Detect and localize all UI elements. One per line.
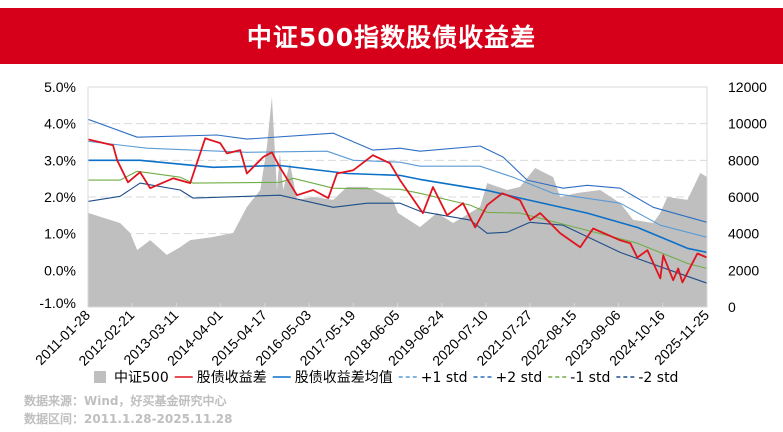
- legend: 中证500 股债收益差 股债收益差均值 +1 std +2 std -1 std -2 st…: [94, 370, 678, 386]
- legend-item-spread: 股债收益差: [174, 370, 267, 386]
- y-right-tick-label: 8000: [728, 152, 759, 168]
- y-right-tick-label: 10000: [728, 116, 767, 132]
- csi500-area-path: [88, 96, 707, 308]
- p1-line: [87, 140, 708, 238]
- p2-line: [87, 118, 708, 223]
- legend-item-p1: +1 std: [398, 370, 468, 386]
- legend-item-p2: +2 std: [473, 370, 543, 386]
- y-left-tick-label: 5.0%: [44, 79, 76, 95]
- legend-label: +1 std: [421, 370, 468, 386]
- y-left-tick-label: 2.0%: [44, 189, 76, 205]
- series-lines: [87, 118, 708, 284]
- y-right-tick-label: 6000: [728, 189, 759, 205]
- period-note: 数据区间：2011.1.28-2025.11.28: [24, 412, 233, 426]
- y-right-tick-label: 2000: [728, 262, 759, 278]
- title-bar: 中证500指数股债收益差: [0, 8, 783, 64]
- m1-line: [88, 170, 708, 270]
- m2-line: [87, 182, 708, 284]
- legend-item-m2: -2 std: [616, 370, 678, 386]
- legend-item-m1: -1 std: [548, 370, 610, 386]
- legend-label: -1 std: [570, 370, 610, 386]
- legend-item-csi500: 中证500: [94, 370, 169, 386]
- y-left-tick-label: 0.0%: [44, 262, 76, 278]
- legend-item-mean: 股债收益差均值: [272, 370, 393, 386]
- y-left-tick-label: -1.0%: [39, 295, 76, 311]
- y-right-tick-label: 0: [728, 299, 736, 315]
- legend-label: 股债收益差: [197, 370, 267, 386]
- legend-label: 中证500: [114, 370, 169, 386]
- y-right-tick-label: 4000: [728, 226, 759, 242]
- source-note: 数据来源：Wind，好买基金研究中心: [24, 394, 227, 408]
- legend-label: +2 std: [496, 370, 543, 386]
- y-left-tick-label: 1.0%: [44, 226, 76, 242]
- legend-label: 股债收益差均值: [295, 370, 393, 386]
- legend-label: -2 std: [638, 370, 678, 386]
- mean-line: [88, 159, 708, 254]
- csi500-area: [88, 96, 707, 308]
- y-right-tick-label: 12000: [728, 79, 767, 95]
- y-left-tick-label: 3.0%: [44, 152, 76, 168]
- legend-swatch: [94, 371, 106, 383]
- spread-line: [87, 137, 708, 284]
- y-left-tick-label: 4.0%: [44, 116, 76, 132]
- chart-title: 中证500指数股债收益差: [246, 23, 537, 52]
